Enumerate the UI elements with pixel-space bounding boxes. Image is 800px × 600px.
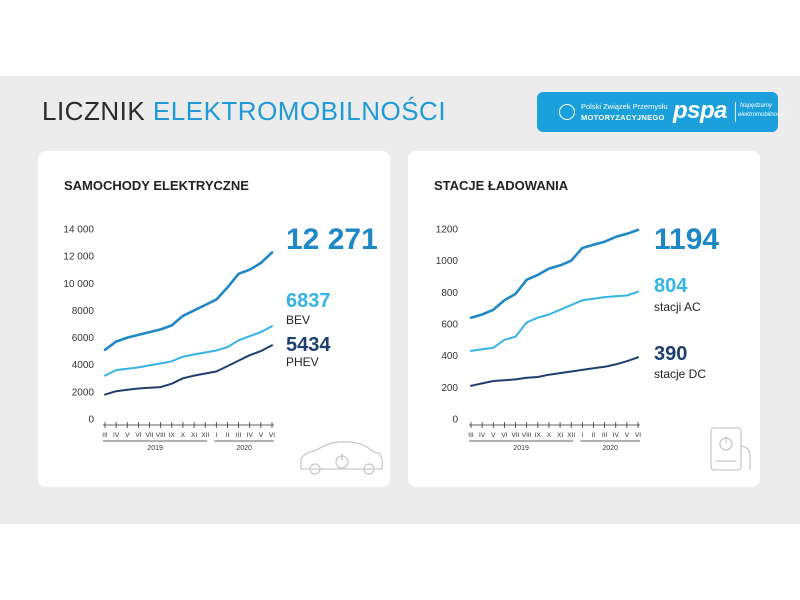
pzpm-logo-icon [559, 104, 575, 120]
stations-x-tick-label: VI [635, 432, 641, 439]
logo-divider [735, 102, 736, 122]
stations-year-label: 2019 [513, 445, 529, 452]
page-title: LICZNIK ELEKTROMOBILNOŚCI [42, 96, 446, 127]
cars-y-tick-label: 6000 [72, 333, 95, 344]
stations-y-tick-label: 1200 [436, 225, 459, 236]
cars-x-tick-label: III [236, 432, 242, 439]
cars-x-tick-label: II [226, 432, 230, 439]
stations-y-tick-label: 600 [441, 320, 458, 331]
stations-series-line-light [470, 290, 639, 352]
bev-value: 6837 [286, 290, 331, 312]
phev-value: 5434 [286, 334, 331, 356]
sponsor-logo-banner: Polski Związek Przemysłu MOTORYZACYJNEGO… [537, 92, 785, 132]
cars-y-tick-label: 10 000 [63, 279, 94, 290]
charging-station-icon [710, 427, 751, 471]
cars-year-label: 2020 [236, 445, 252, 452]
cars-total-value: 12 271 [286, 223, 378, 256]
cars-x-tick-label: X [181, 432, 186, 439]
cars-x-tick-label: VIII [156, 432, 166, 439]
cars-x-tick-label: IX [169, 432, 176, 439]
stations-x-tick-label: VII [512, 432, 520, 439]
cars-x-tick-label: I [215, 432, 217, 439]
cars-card: SAMOCHODY ELEKTRYCZNE 0 2000 4000 6000 8000 1… [38, 151, 390, 487]
cars-x-tick-label: IV [113, 432, 120, 439]
bev-label: BEV [286, 313, 311, 327]
pzpm-name-line2: MOTORYZACYJNEGO [581, 113, 665, 122]
title-part-2: ELEKTROMOBILNOŚCI [152, 96, 447, 126]
stations-x-tick-label: V [491, 432, 496, 439]
stations-x-tick-label: XII [567, 432, 575, 439]
cars-x-tick-label: V [259, 432, 264, 439]
stations-chart-title: STACJE ŁADOWANIA [434, 178, 569, 193]
ac-label: stacji AC [654, 300, 701, 314]
stations-total-value: 1194 [654, 223, 720, 256]
stations-x-tick-label: II [592, 432, 596, 439]
stations-x-tick-label: V [625, 432, 630, 439]
cars-y-tick-label: 14 000 [63, 225, 94, 236]
stations-x-tick-label: VIII [522, 432, 532, 439]
stations-card: STACJE ŁADOWANIA 0 200 400 600 800 1000 1200 II… [408, 151, 760, 487]
stations-x-tick-label: XI [557, 432, 563, 439]
cars-y-tick-label: 8000 [72, 306, 95, 317]
cars-y-tick-label: 4000 [72, 360, 95, 371]
stations-x-tick-label: III [468, 432, 474, 439]
stations-year-label: 2020 [602, 445, 618, 452]
pzpm-name-line1: Polski Związek Przemysłu [581, 102, 668, 111]
cars-series-line-light [104, 325, 273, 377]
cars-chart-title: SAMOCHODY ELEKTRYCZNE [64, 178, 249, 193]
dc-value: 390 [654, 343, 688, 365]
stations-y-tick-label: 800 [441, 288, 458, 299]
stations-x-tick-label: I [581, 432, 583, 439]
cars-series-line-total [103, 251, 274, 352]
cars-x-tick-label: VII [146, 432, 154, 439]
cars-x-tick-label: XII [201, 432, 209, 439]
stations-x-tick-label: IX [535, 432, 542, 439]
stations-y-tick-label: 200 [441, 383, 458, 394]
stations-y-tick-label: 400 [441, 351, 458, 362]
cars-x-tick-label: VI [135, 432, 141, 439]
stations-x-tick-label: X [547, 432, 552, 439]
cars-y-tick-label: 2000 [72, 387, 95, 398]
cars-x-tick-label: V [125, 432, 130, 439]
cars-y-tick-label: 0 [88, 415, 94, 426]
stations-series-line-dark [470, 356, 639, 387]
stations-series-line-total [469, 228, 640, 319]
pspa-tagline-line2: elektromobilność! [738, 112, 785, 118]
stations-x-tick-label: IV [613, 432, 620, 439]
cars-year-label: 2019 [147, 445, 163, 452]
stations-x-tick-label: III [602, 432, 608, 439]
stations-x-tick-label: IV [479, 432, 486, 439]
cars-y-tick-label: 12 000 [63, 252, 94, 263]
ac-value: 804 [654, 275, 688, 297]
pspa-tagline-line1: Napędzamy [740, 103, 773, 109]
cars-x-tick-label: IV [247, 432, 254, 439]
stations-y-tick-label: 0 [452, 415, 458, 426]
phev-label: PHEV [286, 355, 319, 369]
cars-x-tick-label: XI [191, 432, 197, 439]
dc-label: stacje DC [654, 367, 707, 381]
pspa-logo: pspa [673, 97, 728, 124]
title-part-1: LICZNIK [42, 96, 146, 126]
cars-series-line-dark [104, 344, 273, 396]
stations-y-tick-label: 1000 [436, 256, 459, 267]
car-charging-icon [300, 441, 383, 475]
stations-x-tick-label: VI [501, 432, 507, 439]
cars-x-tick-label: VI [269, 432, 275, 439]
cars-x-tick-label: III [102, 432, 108, 439]
